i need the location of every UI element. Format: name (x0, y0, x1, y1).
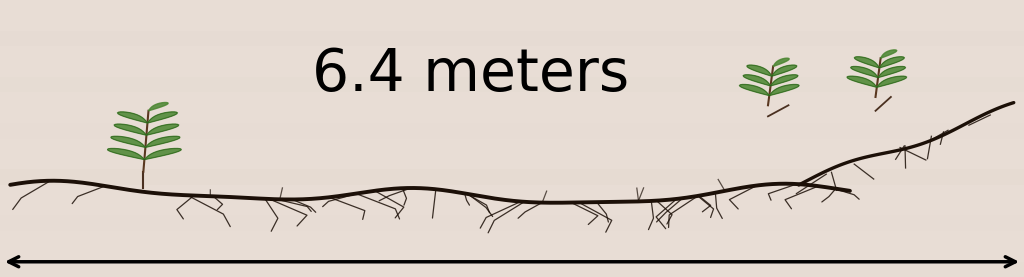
Polygon shape (739, 84, 769, 96)
Polygon shape (146, 124, 178, 135)
Polygon shape (770, 75, 798, 86)
Bar (0, 61, 1024, 77)
Bar (0, 31, 1024, 46)
Polygon shape (769, 84, 799, 96)
Bar (0, 154, 1024, 169)
Polygon shape (878, 66, 905, 78)
Polygon shape (147, 112, 177, 123)
Polygon shape (881, 50, 897, 58)
Bar (0, 261, 1024, 277)
Polygon shape (144, 148, 181, 160)
Polygon shape (847, 76, 877, 87)
Bar (0, 46, 1024, 61)
Text: 6.4 meters: 6.4 meters (312, 46, 630, 103)
Polygon shape (746, 65, 772, 76)
Polygon shape (118, 112, 147, 123)
Polygon shape (115, 124, 146, 135)
Bar (0, 231, 1024, 246)
Bar (0, 216, 1024, 231)
Bar (0, 185, 1024, 200)
Bar (0, 77, 1024, 92)
Polygon shape (108, 148, 144, 160)
Polygon shape (880, 57, 904, 68)
Bar (0, 169, 1024, 185)
Polygon shape (851, 66, 878, 78)
Polygon shape (854, 57, 880, 68)
Bar (0, 0, 1024, 16)
Bar (0, 108, 1024, 123)
Bar (0, 92, 1024, 108)
Bar (0, 138, 1024, 154)
Polygon shape (773, 58, 790, 66)
Polygon shape (145, 136, 180, 147)
Polygon shape (148, 102, 168, 111)
Polygon shape (111, 136, 145, 147)
Bar (0, 200, 1024, 216)
Polygon shape (877, 76, 906, 87)
Polygon shape (772, 65, 797, 76)
Bar (0, 123, 1024, 138)
Bar (0, 16, 1024, 31)
Bar (0, 246, 1024, 261)
Polygon shape (743, 75, 770, 86)
